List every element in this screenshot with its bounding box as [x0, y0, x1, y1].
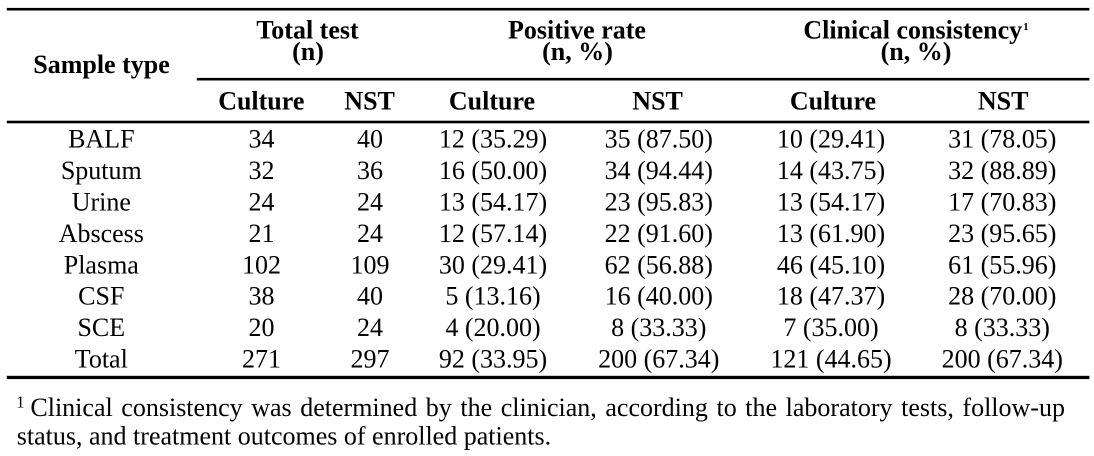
svg-text:24: 24	[357, 313, 383, 342]
svg-text:13 (54.17): 13 (54.17)	[439, 187, 547, 216]
svg-text:200 (67.34): 200 (67.34)	[598, 345, 719, 374]
svg-text:32: 32	[249, 156, 275, 185]
svg-text:20: 20	[249, 313, 275, 342]
svg-text:Positive rate: Positive rate	[508, 16, 646, 45]
svg-text:(n, %): (n, %)	[542, 37, 613, 66]
svg-text:12 (35.29): 12 (35.29)	[439, 125, 547, 154]
svg-text:32 (88.89): 32 (88.89)	[948, 156, 1056, 185]
svg-text:Urine: Urine	[72, 187, 131, 216]
svg-text:4 (20.00): 4 (20.00)	[445, 313, 540, 342]
svg-text:34: 34	[249, 125, 275, 154]
svg-text:24: 24	[249, 187, 275, 216]
svg-text:Clinical consistency was deter: Clinical consistency was determined by t…	[30, 393, 1065, 422]
svg-text:31 (78.05): 31 (78.05)	[948, 125, 1056, 154]
svg-text:BALF: BALF	[68, 125, 134, 154]
svg-text:7 (35.00): 7 (35.00)	[783, 313, 878, 342]
svg-text:Sample type: Sample type	[33, 50, 170, 79]
svg-text:13 (61.90): 13 (61.90)	[777, 219, 885, 248]
svg-text:Sputum: Sputum	[61, 156, 142, 185]
svg-text:121 (44.65): 121 (44.65)	[770, 345, 891, 374]
svg-text:10 (29.41): 10 (29.41)	[777, 125, 885, 154]
svg-text:40: 40	[357, 125, 383, 154]
svg-text:102: 102	[242, 250, 281, 279]
svg-text:Culture: Culture	[218, 86, 304, 115]
svg-text:16 (50.00): 16 (50.00)	[439, 156, 547, 185]
svg-text:Culture: Culture	[449, 86, 535, 115]
svg-text:Culture: Culture	[790, 86, 876, 115]
svg-text:271: 271	[242, 345, 281, 374]
svg-text:Total: Total	[75, 345, 128, 374]
svg-text:62 (56.88): 62 (56.88)	[605, 250, 713, 279]
svg-text:1: 1	[16, 393, 24, 412]
svg-text:(n): (n)	[292, 37, 324, 66]
svg-text:Clinical consistency1: Clinical consistency1	[803, 16, 1028, 45]
svg-text:16 (40.00): 16 (40.00)	[605, 282, 713, 311]
svg-text:NST: NST	[632, 86, 683, 115]
svg-text:30 (29.41): 30 (29.41)	[439, 250, 547, 279]
svg-text:36: 36	[357, 156, 383, 185]
svg-text:24: 24	[357, 219, 383, 248]
svg-text:5 (13.16): 5 (13.16)	[445, 282, 540, 311]
svg-text:38: 38	[249, 282, 275, 311]
svg-text:18 (47.37): 18 (47.37)	[777, 282, 885, 311]
svg-text:(n, %): (n, %)	[881, 37, 952, 66]
svg-text:status, and treatment outcomes: status, and treatment outcomes of enroll…	[17, 422, 551, 451]
svg-text:23 (95.83): 23 (95.83)	[605, 187, 713, 216]
svg-text:34 (94.44): 34 (94.44)	[605, 156, 713, 185]
svg-text:297: 297	[351, 345, 390, 374]
svg-text:Abscess: Abscess	[59, 219, 144, 248]
svg-text:8 (33.33): 8 (33.33)	[611, 313, 706, 342]
svg-text:NST: NST	[344, 86, 395, 115]
svg-text:24: 24	[357, 187, 383, 216]
svg-text:200 (67.34): 200 (67.34)	[942, 345, 1063, 374]
svg-text:Total test: Total test	[256, 16, 359, 45]
svg-text:92 (33.95): 92 (33.95)	[439, 345, 547, 374]
svg-text:SCE: SCE	[77, 313, 125, 342]
svg-text:23 (95.65): 23 (95.65)	[948, 219, 1056, 248]
svg-text:CSF: CSF	[78, 282, 124, 311]
svg-text:21: 21	[249, 219, 275, 248]
svg-text:Plasma: Plasma	[64, 250, 140, 279]
svg-text:8 (33.33): 8 (33.33)	[955, 313, 1050, 342]
svg-text:46 (45.10): 46 (45.10)	[777, 250, 885, 279]
svg-text:61 (55.96): 61 (55.96)	[948, 250, 1056, 279]
svg-text:14 (43.75): 14 (43.75)	[777, 156, 885, 185]
svg-text:28 (70.00): 28 (70.00)	[948, 282, 1056, 311]
svg-text:12 (57.14): 12 (57.14)	[439, 219, 547, 248]
svg-text:35 (87.50): 35 (87.50)	[605, 125, 713, 154]
svg-text:22 (91.60): 22 (91.60)	[605, 219, 713, 248]
svg-text:109: 109	[351, 250, 390, 279]
svg-text:17 (70.83): 17 (70.83)	[948, 187, 1056, 216]
svg-text:NST: NST	[978, 86, 1029, 115]
svg-text:13 (54.17): 13 (54.17)	[777, 187, 885, 216]
svg-text:40: 40	[357, 282, 383, 311]
